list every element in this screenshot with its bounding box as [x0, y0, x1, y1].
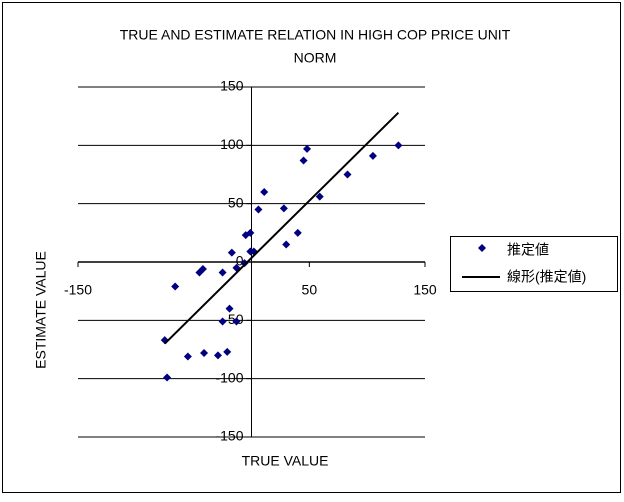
scatter-point — [227, 248, 236, 257]
scatter-point — [343, 170, 352, 179]
scatter-point — [303, 144, 312, 153]
scatter-point — [282, 240, 291, 249]
trend-line — [164, 111, 400, 345]
scatter-point — [315, 192, 324, 201]
legend-box — [450, 236, 618, 292]
chart-title: TRUE AND ESTIMATE RELATION IN HIGH COP P… — [120, 27, 511, 43]
scatter-point — [260, 188, 269, 196]
scatter-point — [171, 282, 180, 291]
scatter-point — [225, 304, 234, 313]
x-tick-label: -150 — [64, 282, 92, 298]
scatter-point — [198, 265, 207, 273]
scatter-point — [218, 268, 227, 277]
scatter-point — [279, 204, 288, 213]
y-tick-label: -50 — [223, 311, 243, 327]
scatter-point — [254, 205, 263, 214]
x-axis-label: TRUE VALUE — [242, 453, 329, 469]
legend-label: 推定値 — [507, 242, 549, 258]
scatter-point — [299, 156, 308, 165]
scatter-point — [200, 349, 209, 357]
y-tick-label: -150 — [215, 428, 243, 444]
x-tick-label: 150 — [413, 282, 437, 298]
legend-swatch — [478, 244, 486, 252]
y-tick-label: 100 — [220, 136, 244, 152]
scatter-point — [218, 317, 227, 326]
scatter-point — [293, 228, 302, 237]
scatter-point — [246, 228, 255, 237]
scatter-point — [240, 259, 249, 268]
y-tick-label: 50 — [228, 194, 244, 210]
scatter-point — [368, 151, 377, 160]
y-axis-label: ESTIMATE VALUE — [33, 251, 49, 369]
scatter-point — [394, 141, 403, 150]
y-tick-label: -100 — [215, 369, 243, 385]
y-tick-label: 0 — [236, 253, 244, 269]
scatter-point — [232, 317, 241, 326]
scatter-point — [163, 373, 172, 382]
y-tick-label: 150 — [220, 78, 244, 94]
scatter-point — [223, 347, 232, 356]
legend-label: 線形(推定値) — [507, 269, 586, 285]
scatter-point — [183, 352, 192, 361]
scatter-point — [213, 351, 222, 360]
chart-title: NORM — [294, 50, 337, 66]
x-tick-label: 50 — [302, 282, 318, 298]
